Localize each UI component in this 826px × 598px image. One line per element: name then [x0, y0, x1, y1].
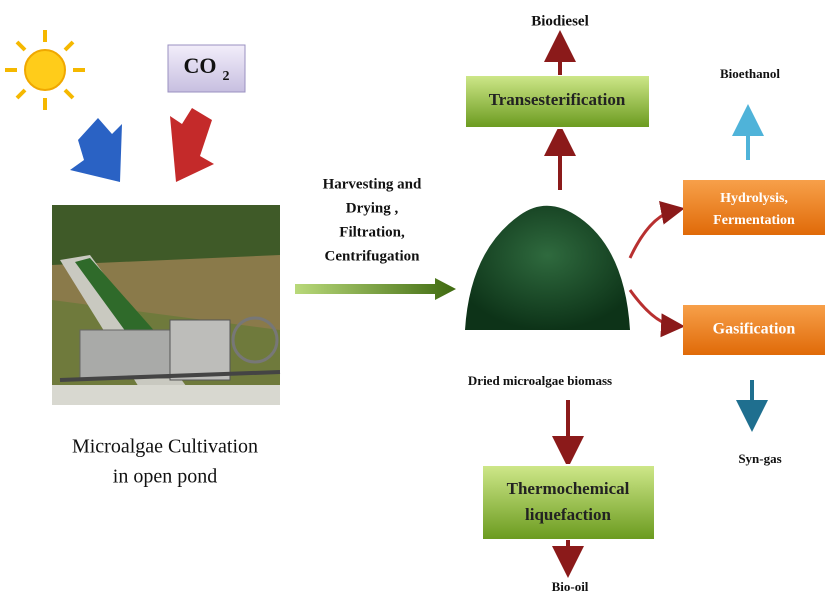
liquefaction-line: Thermochemical	[507, 479, 630, 498]
harvesting-line: Filtration,	[339, 224, 405, 240]
gasification-label: Gasification	[713, 321, 796, 338]
harvest-arrow	[295, 278, 456, 300]
harvesting-line: Drying ,	[346, 200, 399, 216]
cultivation-line: Microalgae Cultivation	[72, 436, 258, 458]
hydrolysis-line: Fermentation	[713, 213, 795, 228]
liquefaction-line: liquefaction	[525, 505, 611, 524]
co2-subscript: 2	[223, 69, 230, 84]
hydrolysis-line: Hydrolysis,	[720, 191, 788, 206]
syngas-label: Syn-gas	[738, 451, 781, 466]
cultivation-line: in open pond	[113, 466, 217, 488]
biooil-label: Bio-oil	[552, 579, 589, 594]
liquefaction-box	[481, 464, 656, 541]
hydrolysis-box	[683, 180, 825, 235]
biomass-pile	[465, 205, 630, 330]
pond-photo	[52, 205, 281, 405]
biomass-label: Dried microalgae biomass	[468, 373, 612, 388]
gasification-box	[683, 305, 825, 355]
co2-arrow	[170, 108, 214, 182]
bioethanol-label: Bioethanol	[720, 66, 780, 81]
arrow	[628, 201, 685, 259]
biodiesel-label: Biodiesel	[531, 13, 589, 29]
co2-label: CO	[184, 53, 217, 78]
arrow	[628, 289, 685, 338]
sunlight-arrow	[70, 118, 122, 182]
sun	[5, 30, 85, 110]
transesterification-label: Transesterification	[489, 90, 626, 109]
transesterification-box	[464, 74, 651, 129]
co2-box	[167, 44, 246, 93]
harvesting-line: Harvesting and	[323, 176, 422, 192]
harvesting-line: Centrifugation	[325, 248, 421, 264]
